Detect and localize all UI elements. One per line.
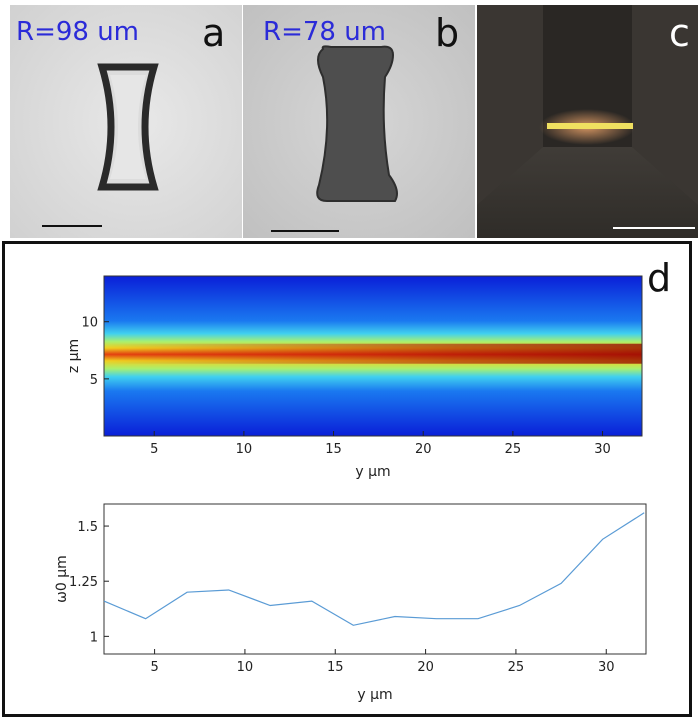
panel-c-letter: c: [669, 11, 690, 55]
line-chart-x-tick-label: 5: [150, 660, 158, 675]
panel-c: c: [477, 5, 698, 238]
line-chart-x-tick-label: 20: [417, 660, 434, 675]
heatmap-frame: [103, 275, 643, 437]
panel-b-radius-label: R=78 um: [263, 17, 387, 47]
heatmap-x-tick-label: 10: [236, 442, 253, 457]
line-chart-x-tick-label: 10: [237, 660, 254, 675]
panel-b-scale-bar: [271, 230, 339, 232]
heatmap-beam-core: [104, 343, 642, 364]
line-chart-x-tick-label: 30: [598, 660, 615, 675]
line-chart-y-tick-label: 1: [90, 630, 98, 645]
panel-a-scale-bar: [42, 225, 102, 227]
panel-d: [2, 241, 692, 717]
heatmap-x-tick-label: 25: [505, 442, 522, 457]
heatmap-x-axis-label: y μm: [355, 464, 390, 480]
panel-a-radius-label: R=98 um: [16, 17, 140, 47]
heatmap-y-tick-label: 10: [81, 316, 98, 331]
panel-a: R=98 um a: [10, 5, 242, 238]
panel-b-letter: b: [435, 11, 460, 55]
heatmap-x-tick-label: 15: [325, 442, 342, 457]
line-chart-x-axis-label: y μm: [357, 687, 392, 703]
panel-a-letter: a: [202, 11, 226, 55]
panel-a-image: [10, 5, 242, 238]
heatmap-x-tick-label: 20: [415, 442, 432, 457]
heatmap-y-tick-label: 5: [90, 373, 98, 388]
line-chart-y-tick-label: 1.25: [69, 575, 98, 590]
heatmap-x-tick-label: 30: [594, 442, 611, 457]
panel-b-image: [243, 5, 475, 238]
panel-c-scale-bar: [613, 227, 695, 229]
line-chart-frame: [103, 503, 647, 655]
beam-line: [547, 123, 633, 129]
heatmap-y-axis-label: z μm: [66, 339, 82, 373]
panel-c-image: [477, 5, 698, 238]
panel-d-letter: d: [647, 256, 672, 300]
heatmap-x-tick-label: 5: [150, 442, 158, 457]
line-chart-y-tick-label: 1.5: [77, 520, 98, 535]
line-chart-series-line: [103, 512, 645, 626]
line-chart-x-tick-label: 15: [327, 660, 344, 675]
panel-b: R=78 um b: [243, 5, 475, 238]
line-chart-y-axis-label: ω0 μm: [54, 555, 70, 603]
line-chart-x-tick-label: 25: [508, 660, 525, 675]
